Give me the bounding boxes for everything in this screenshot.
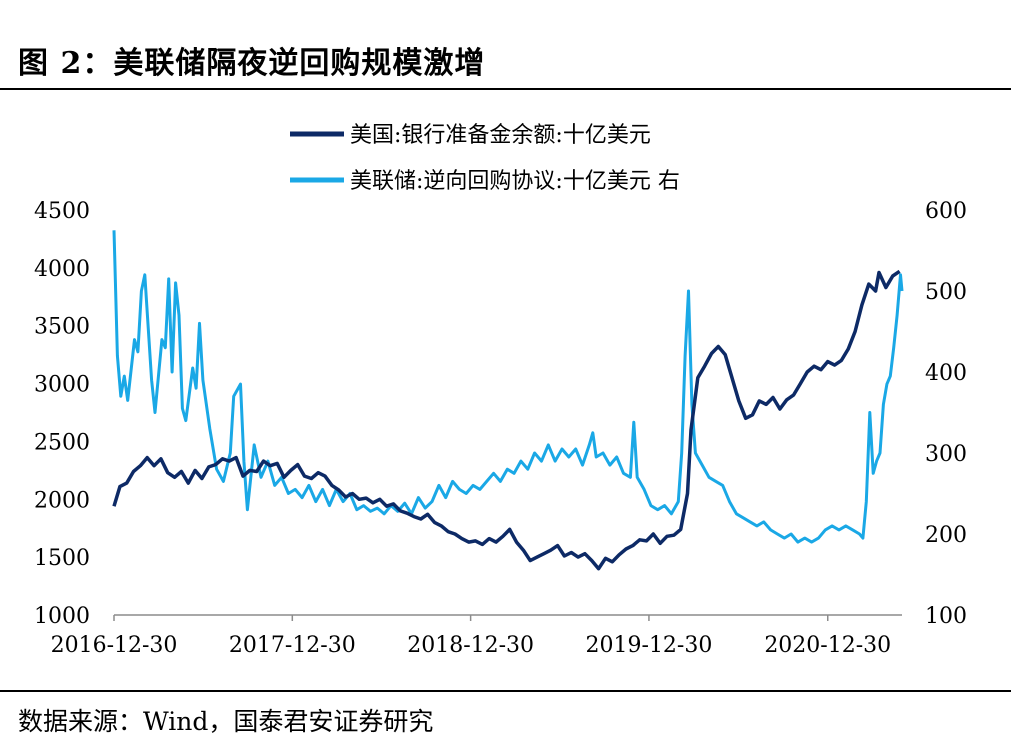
- source-note: 数据来源：Wind，国泰君安证券研究: [18, 707, 434, 736]
- y-left-tick-label: 1000: [34, 604, 90, 629]
- x-tick-label: 2020-12-30: [764, 633, 891, 658]
- y-right-tick-label: 200: [925, 523, 967, 548]
- y-left-tick-label: 4500: [34, 199, 90, 224]
- y-left-tick-label: 2000: [34, 488, 90, 513]
- y-left-tick-label: 1500: [34, 546, 90, 571]
- series-line-reverse-repo: [112, 230, 904, 544]
- legend-label: 美国:银行准备金余额:十亿美元: [350, 123, 651, 148]
- y-right-tick-label: 400: [925, 361, 967, 386]
- y-right-tick-label: 500: [925, 280, 967, 305]
- title-divider: [0, 88, 1011, 90]
- y-left-tick-label: 2500: [34, 430, 90, 455]
- figure-title: 图 2：美联储隔夜逆回购规模激增: [18, 46, 486, 81]
- plot-area: [112, 230, 904, 571]
- x-tick-label: 2016-12-30: [51, 633, 178, 658]
- x-tick-label: 2019-12-30: [586, 633, 713, 658]
- x-tick-label: 2017-12-30: [229, 633, 356, 658]
- y-right-tick-label: 300: [925, 442, 967, 467]
- y-right-tick-label: 600: [925, 199, 967, 224]
- axes: 2016-12-30 2017-12-30 2018-12-30 2019-12-30…: [34, 199, 967, 658]
- source-divider: [0, 690, 1011, 692]
- y-left-tick-label: 3500: [34, 315, 90, 340]
- series-line-bank-reserves: [112, 269, 901, 571]
- legend-label: 美联储:逆向回购协议:十亿美元 右: [350, 169, 680, 194]
- x-tick-label: 2018-12-30: [407, 633, 534, 658]
- y-left-tick-label: 4000: [34, 257, 90, 282]
- y-left-tick-label: 3000: [34, 373, 90, 398]
- y-right-tick-label: 100: [925, 604, 967, 629]
